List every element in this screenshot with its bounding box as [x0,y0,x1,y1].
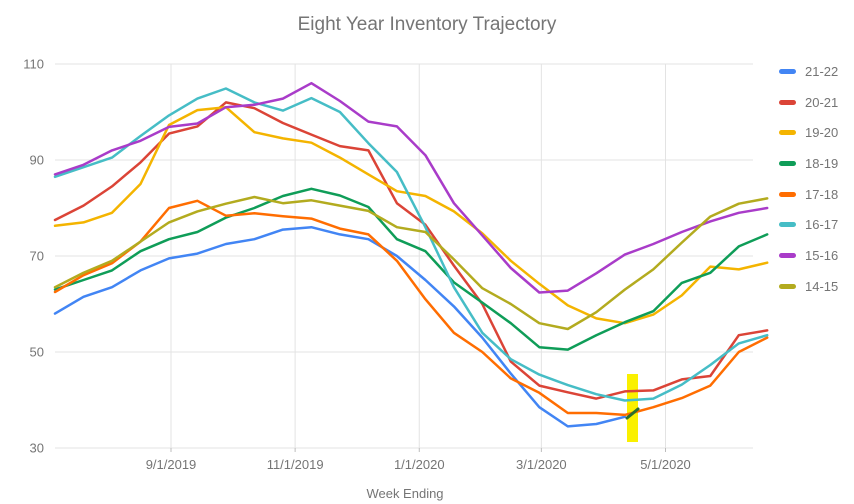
x-tick-label: 9/1/2019 [146,457,197,472]
legend-item-14-15[interactable]: 14-15 [779,271,854,302]
series-line-16-17 [53,87,769,402]
current-week-highlight [627,374,638,442]
latest-point-marker [625,407,640,420]
legend-item-15-16[interactable]: 15-16 [779,240,854,271]
legend-swatch-icon [779,252,796,258]
legend-swatch-icon [779,283,796,289]
legend-swatch-icon [779,191,796,197]
y-tick-label: 110 [23,57,44,72]
x-axis-title: Week Ending [366,486,444,501]
legend-item-19-20[interactable]: 19-20 [779,117,854,148]
legend-label: 17-18 [805,186,839,202]
legend-label: 19-20 [805,125,839,141]
legend-swatch-icon [779,68,796,74]
chart-legend: 21-22 20-21 19-20 18-19 17-18 16-17 15-16 14-15 [779,56,854,302]
series-line-18-19 [53,187,769,351]
y-tick-label: 30 [30,441,44,456]
legend-item-21-22[interactable]: 21-22 [779,56,854,87]
legend-item-18-19[interactable]: 18-19 [779,148,854,179]
legend-label: 14-15 [805,278,839,294]
y-tick-label: 50 [30,345,44,360]
legend-label: 15-16 [805,247,839,263]
x-tick-label: 3/1/2020 [516,457,567,472]
series-line-20-21 [53,101,769,400]
y-tick-label: 90 [30,153,44,168]
legend-swatch-icon [779,160,796,166]
legend-item-16-17[interactable]: 16-17 [779,209,854,240]
legend-label: 16-17 [805,217,839,233]
x-tick-label: 5/1/2020 [640,457,691,472]
legend-swatch-icon [779,99,796,105]
series-line-21-22 [53,225,627,428]
legend-swatch-icon [779,130,796,136]
series-line-15-16 [53,81,769,294]
series-line-17-18 [53,199,769,417]
legend-label: 21-22 [805,63,839,79]
x-tick-label: 1/1/2020 [394,457,445,472]
chart-title: Eight Year Inventory Trajectory [297,14,557,35]
series-line-19-20 [53,105,769,325]
legend-item-20-21[interactable]: 20-21 [779,87,854,118]
legend-swatch-icon [779,222,796,228]
series-line-14-15 [53,195,769,331]
legend-label: 20-21 [805,94,839,110]
x-tick-label: 11/1/2019 [267,457,324,472]
y-tick-label: 70 [30,249,44,264]
legend-label: 18-19 [805,155,839,171]
legend-item-17-18[interactable]: 17-18 [779,179,854,210]
